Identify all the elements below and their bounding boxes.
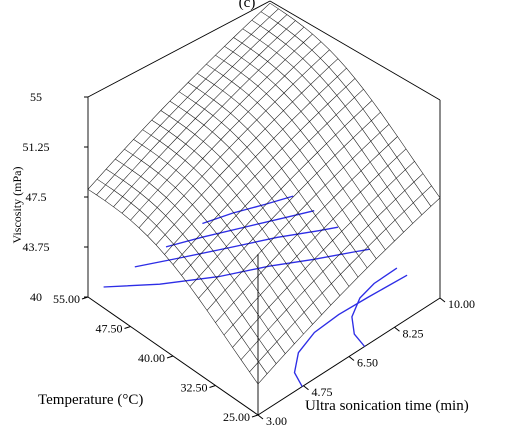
z-tick-label-2: 47.5 bbox=[26, 190, 47, 204]
surface-grid-line-time-6 bbox=[142, 129, 313, 325]
z-axis-title: Viscosity (mPa) bbox=[10, 167, 24, 244]
time-tick-label-0: 3.00 bbox=[266, 414, 287, 428]
surface-grid-line-time-2 bbox=[106, 168, 277, 364]
plot-box bbox=[87, 0, 441, 416]
surface-grid-line-temperature-14 bbox=[138, 41, 322, 228]
floor-contours bbox=[103, 195, 408, 387]
surface-grid-line-time-17 bbox=[242, 28, 413, 224]
contour-line-6 bbox=[202, 195, 294, 225]
temperature-tick-label-4: 55.00 bbox=[53, 292, 80, 306]
surface-grid-line-time-11 bbox=[187, 82, 359, 278]
temperature-tick-label-0: 25.00 bbox=[223, 410, 250, 424]
surface-grid-line-temperature-4 bbox=[223, 148, 407, 336]
time-tick-label-3: 8.25 bbox=[403, 326, 424, 340]
surface-grid-line-time-0 bbox=[87, 189, 259, 385]
surface-grid-line-time-8 bbox=[160, 110, 332, 306]
temperature-tick-mark-3 bbox=[124, 326, 131, 329]
time-tick-mark-4 bbox=[439, 297, 446, 303]
surface-grid-line-time-14 bbox=[215, 54, 386, 251]
time-tick-mark-1 bbox=[303, 385, 309, 391]
surface-grid-line-temperature-3 bbox=[232, 161, 415, 348]
z-tick-label-1: 43.75 bbox=[23, 240, 50, 254]
surface-grid-line-temperature-8 bbox=[189, 100, 373, 287]
response-surface-mesh bbox=[87, 2, 441, 385]
surface-grid-line-temperature-9 bbox=[181, 88, 364, 276]
y-axis-title: Temperature (°C) bbox=[38, 392, 143, 408]
z-tick-label-4: 55 bbox=[30, 90, 42, 104]
temperature-tick-mark-0 bbox=[251, 414, 259, 418]
panel-label: (c) bbox=[239, 0, 256, 11]
surface-grid-line-time-12 bbox=[197, 73, 368, 269]
surface-grid-line-time-13 bbox=[206, 63, 377, 259]
top-right-back-edge bbox=[269, 0, 441, 101]
surface-grid-line-temperature-5 bbox=[215, 136, 398, 323]
surface-grid-line-temperature-18 bbox=[104, 14, 288, 201]
temperature-tick-mark-2 bbox=[166, 355, 174, 359]
x-axis-title: Ultra sonication time (min) bbox=[305, 398, 469, 414]
surface-grid-line-temperature-11 bbox=[164, 67, 347, 255]
surface-grid-line-time-3 bbox=[115, 158, 286, 354]
contour-line-4 bbox=[134, 226, 339, 268]
temperature-tick-label-2: 40.00 bbox=[138, 351, 165, 365]
surface-grid-line-time-19 bbox=[260, 11, 432, 207]
surface-grid-line-temperature-13 bbox=[147, 49, 330, 237]
time-tick-label-4: 10.00 bbox=[448, 297, 475, 311]
surface-grid-line-time-20 bbox=[269, 2, 441, 199]
temperature-tick-label-3: 47.50 bbox=[96, 322, 123, 336]
surface-grid-line-temperature-16 bbox=[121, 26, 305, 214]
surface-grid-line-time-7 bbox=[151, 119, 322, 315]
temperature-tick-label-1: 32.50 bbox=[181, 381, 208, 395]
time-tick-label-2: 6.50 bbox=[357, 356, 378, 370]
surface-grid-line-time-18 bbox=[251, 19, 423, 215]
time-tick-mark-2 bbox=[348, 356, 355, 361]
time-tick-mark-3 bbox=[394, 326, 400, 332]
surface-grid-line-time-15 bbox=[224, 46, 395, 242]
surface-grid-line-time-10 bbox=[178, 91, 350, 287]
contour-line-1 bbox=[293, 274, 408, 387]
surface-grid-line-temperature-20 bbox=[87, 2, 271, 190]
time-tick-mark-0 bbox=[257, 414, 264, 420]
temperature-tick-mark-1 bbox=[209, 385, 216, 388]
temperature-tick-mark-4 bbox=[81, 296, 89, 300]
axis-ticks: 40 43.75 47.5 51.25 55 25.00 32.50 40.00 47.50 55… bbox=[23, 90, 476, 428]
z-tick-label-0: 40 bbox=[30, 290, 42, 304]
surface-grid-line-time-9 bbox=[169, 100, 341, 296]
contour-line-3 bbox=[103, 248, 370, 288]
surface-grid-line-time-4 bbox=[124, 148, 295, 344]
top-left-back-edge bbox=[87, 0, 271, 98]
time-tick-label-1: 4.75 bbox=[312, 385, 333, 399]
surface-grid-line-temperature-19 bbox=[96, 8, 279, 196]
surface-grid-line-time-1 bbox=[96, 178, 268, 374]
surface-grid-line-temperature-12 bbox=[155, 58, 339, 245]
z-tick-label-3: 51.25 bbox=[23, 140, 50, 154]
contour-line-2 bbox=[351, 267, 398, 347]
contour-line-5 bbox=[165, 210, 315, 248]
surface-grid-line-time-5 bbox=[133, 139, 304, 335]
surface-grid-line-time-16 bbox=[233, 37, 404, 233]
